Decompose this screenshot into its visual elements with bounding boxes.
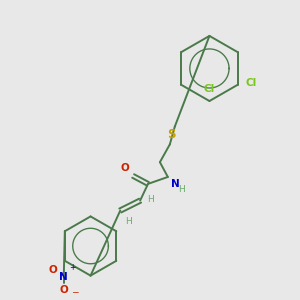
Text: H: H xyxy=(125,218,132,226)
Text: H: H xyxy=(178,185,184,194)
Text: N: N xyxy=(59,272,68,282)
Text: O: O xyxy=(48,265,57,275)
Text: −: − xyxy=(71,287,78,296)
Text: +: + xyxy=(69,263,75,272)
Text: O: O xyxy=(59,286,68,296)
Text: Cl: Cl xyxy=(246,78,257,88)
Text: O: O xyxy=(120,163,129,173)
Text: Cl: Cl xyxy=(204,84,215,94)
Text: H: H xyxy=(147,195,154,204)
Text: N: N xyxy=(171,179,180,189)
Text: S: S xyxy=(167,128,176,141)
